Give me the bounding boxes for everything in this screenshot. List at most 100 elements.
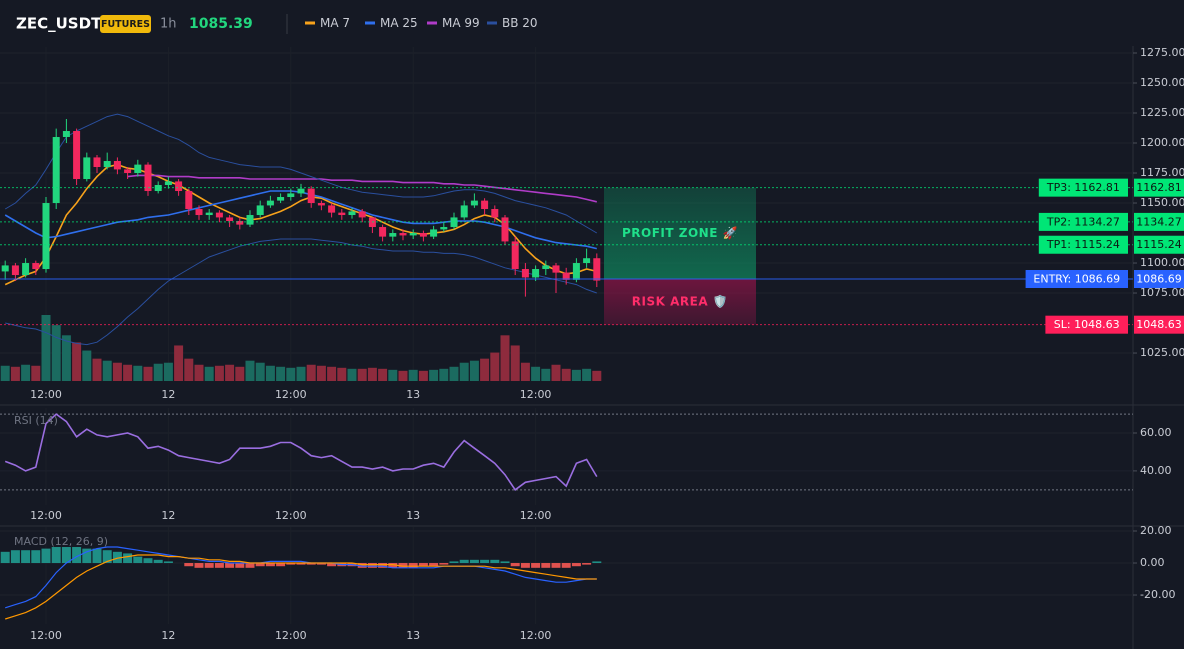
candle-body	[195, 209, 203, 216]
volume-bar	[245, 360, 255, 381]
candle-body	[470, 200, 478, 206]
histogram-bar	[531, 563, 541, 568]
candle-body	[256, 205, 264, 216]
volume-bar	[235, 366, 245, 381]
histogram-bar	[306, 563, 316, 565]
volume-bar	[184, 358, 194, 381]
y-tick-label: 40.00	[1140, 464, 1172, 477]
y-tick-label: 1225.00	[1140, 106, 1184, 119]
level-tag: TP1: 1115.24	[1046, 238, 1120, 251]
candle-body	[501, 217, 509, 242]
level-tag-bg	[1038, 235, 1128, 254]
candle-body	[83, 157, 91, 180]
histogram-bar	[459, 559, 469, 564]
candle-body	[215, 212, 223, 218]
histogram-bar	[367, 563, 377, 568]
candle-body	[562, 272, 570, 280]
histogram-bar	[592, 561, 602, 564]
candle-body	[338, 212, 346, 216]
candle-body	[113, 161, 121, 170]
axis-tag-bg	[1134, 235, 1184, 254]
y-tick-label: -20.00	[1140, 588, 1175, 601]
histogram-bar	[265, 563, 275, 567]
axis-tag: 1086.69	[1136, 272, 1182, 285]
volume-bar	[571, 369, 581, 381]
volume-bar	[72, 342, 82, 381]
histogram-bar	[72, 547, 82, 564]
volume-bar	[347, 368, 357, 381]
x-tick-label: 12	[161, 509, 175, 522]
level-tag-bg	[1025, 269, 1128, 288]
histogram-bar	[92, 548, 102, 564]
candle-body	[73, 131, 81, 180]
volume-bar	[92, 358, 102, 381]
histogram-bar	[225, 563, 235, 568]
histogram-bar	[184, 563, 194, 567]
volume-bar	[388, 369, 398, 381]
candle-body	[389, 233, 397, 237]
histogram-bar	[112, 551, 122, 564]
volume-bar	[133, 365, 143, 381]
histogram-bar	[153, 559, 163, 564]
histogram-bar	[388, 563, 398, 568]
histogram-bar	[214, 563, 224, 568]
volume-bar	[82, 350, 92, 381]
pane-title: MACD (12, 26, 9)	[14, 535, 108, 548]
candle-body	[419, 233, 427, 237]
candle-body	[144, 164, 152, 192]
x-tick-label: 12:00	[30, 509, 62, 522]
volume-bar	[551, 364, 561, 381]
volume-bar	[531, 366, 541, 381]
x-tick-label: 12:00	[520, 388, 552, 401]
histogram-bar	[82, 548, 92, 564]
candle-body	[236, 221, 244, 225]
volume-bar	[378, 368, 388, 381]
y-tick-label: 1175.00	[1140, 166, 1184, 179]
level-tag-bg	[1038, 178, 1128, 197]
histogram-bar	[296, 563, 306, 565]
histogram-bar	[51, 547, 61, 564]
candle-body	[409, 233, 417, 236]
indicator-line	[5, 238, 597, 346]
volume-bar	[265, 365, 275, 381]
level-tag: TP2: 1134.27	[1046, 215, 1120, 228]
candle-body	[481, 200, 489, 210]
volume-bar	[367, 367, 377, 381]
histogram-bar	[500, 561, 510, 564]
histogram-bar	[235, 563, 245, 568]
volume-bar	[500, 335, 510, 381]
legend-label: MA 25	[380, 16, 418, 30]
histogram-bar	[378, 563, 388, 568]
candle-body	[572, 263, 580, 280]
x-tick-label: 12:00	[30, 629, 62, 642]
candle-body	[430, 229, 438, 237]
candle-body	[154, 185, 162, 192]
candle-body	[379, 227, 387, 237]
volume-bar	[561, 368, 571, 381]
histogram-bar	[429, 563, 439, 567]
candle-body	[277, 197, 285, 201]
volume-bar	[469, 360, 479, 381]
candle-body	[593, 258, 601, 281]
axis-tag-bg	[1134, 212, 1184, 231]
x-tick-label: 13	[406, 509, 420, 522]
histogram-bar	[31, 550, 41, 564]
histogram-bar	[204, 563, 214, 568]
volume-bar	[143, 366, 153, 381]
volume-bar	[520, 362, 530, 381]
volume-bar	[41, 315, 51, 381]
zone-label: PROFIT ZONE 🚀	[622, 226, 738, 240]
volume-bar	[429, 369, 439, 381]
level-tag: ENTRY: 1086.69	[1033, 272, 1120, 285]
histogram-bar	[255, 563, 265, 567]
candle-body	[266, 200, 274, 206]
candle-body	[93, 157, 101, 168]
axis-tag: 1134.27	[1136, 215, 1182, 228]
level-tag: SL: 1048.63	[1054, 318, 1120, 331]
candle-body	[62, 131, 70, 138]
candle-body	[440, 227, 448, 230]
volume-bar	[102, 360, 112, 381]
histogram-bar	[490, 559, 500, 564]
volume-bar	[327, 366, 337, 381]
x-tick-label: 12:00	[275, 509, 307, 522]
